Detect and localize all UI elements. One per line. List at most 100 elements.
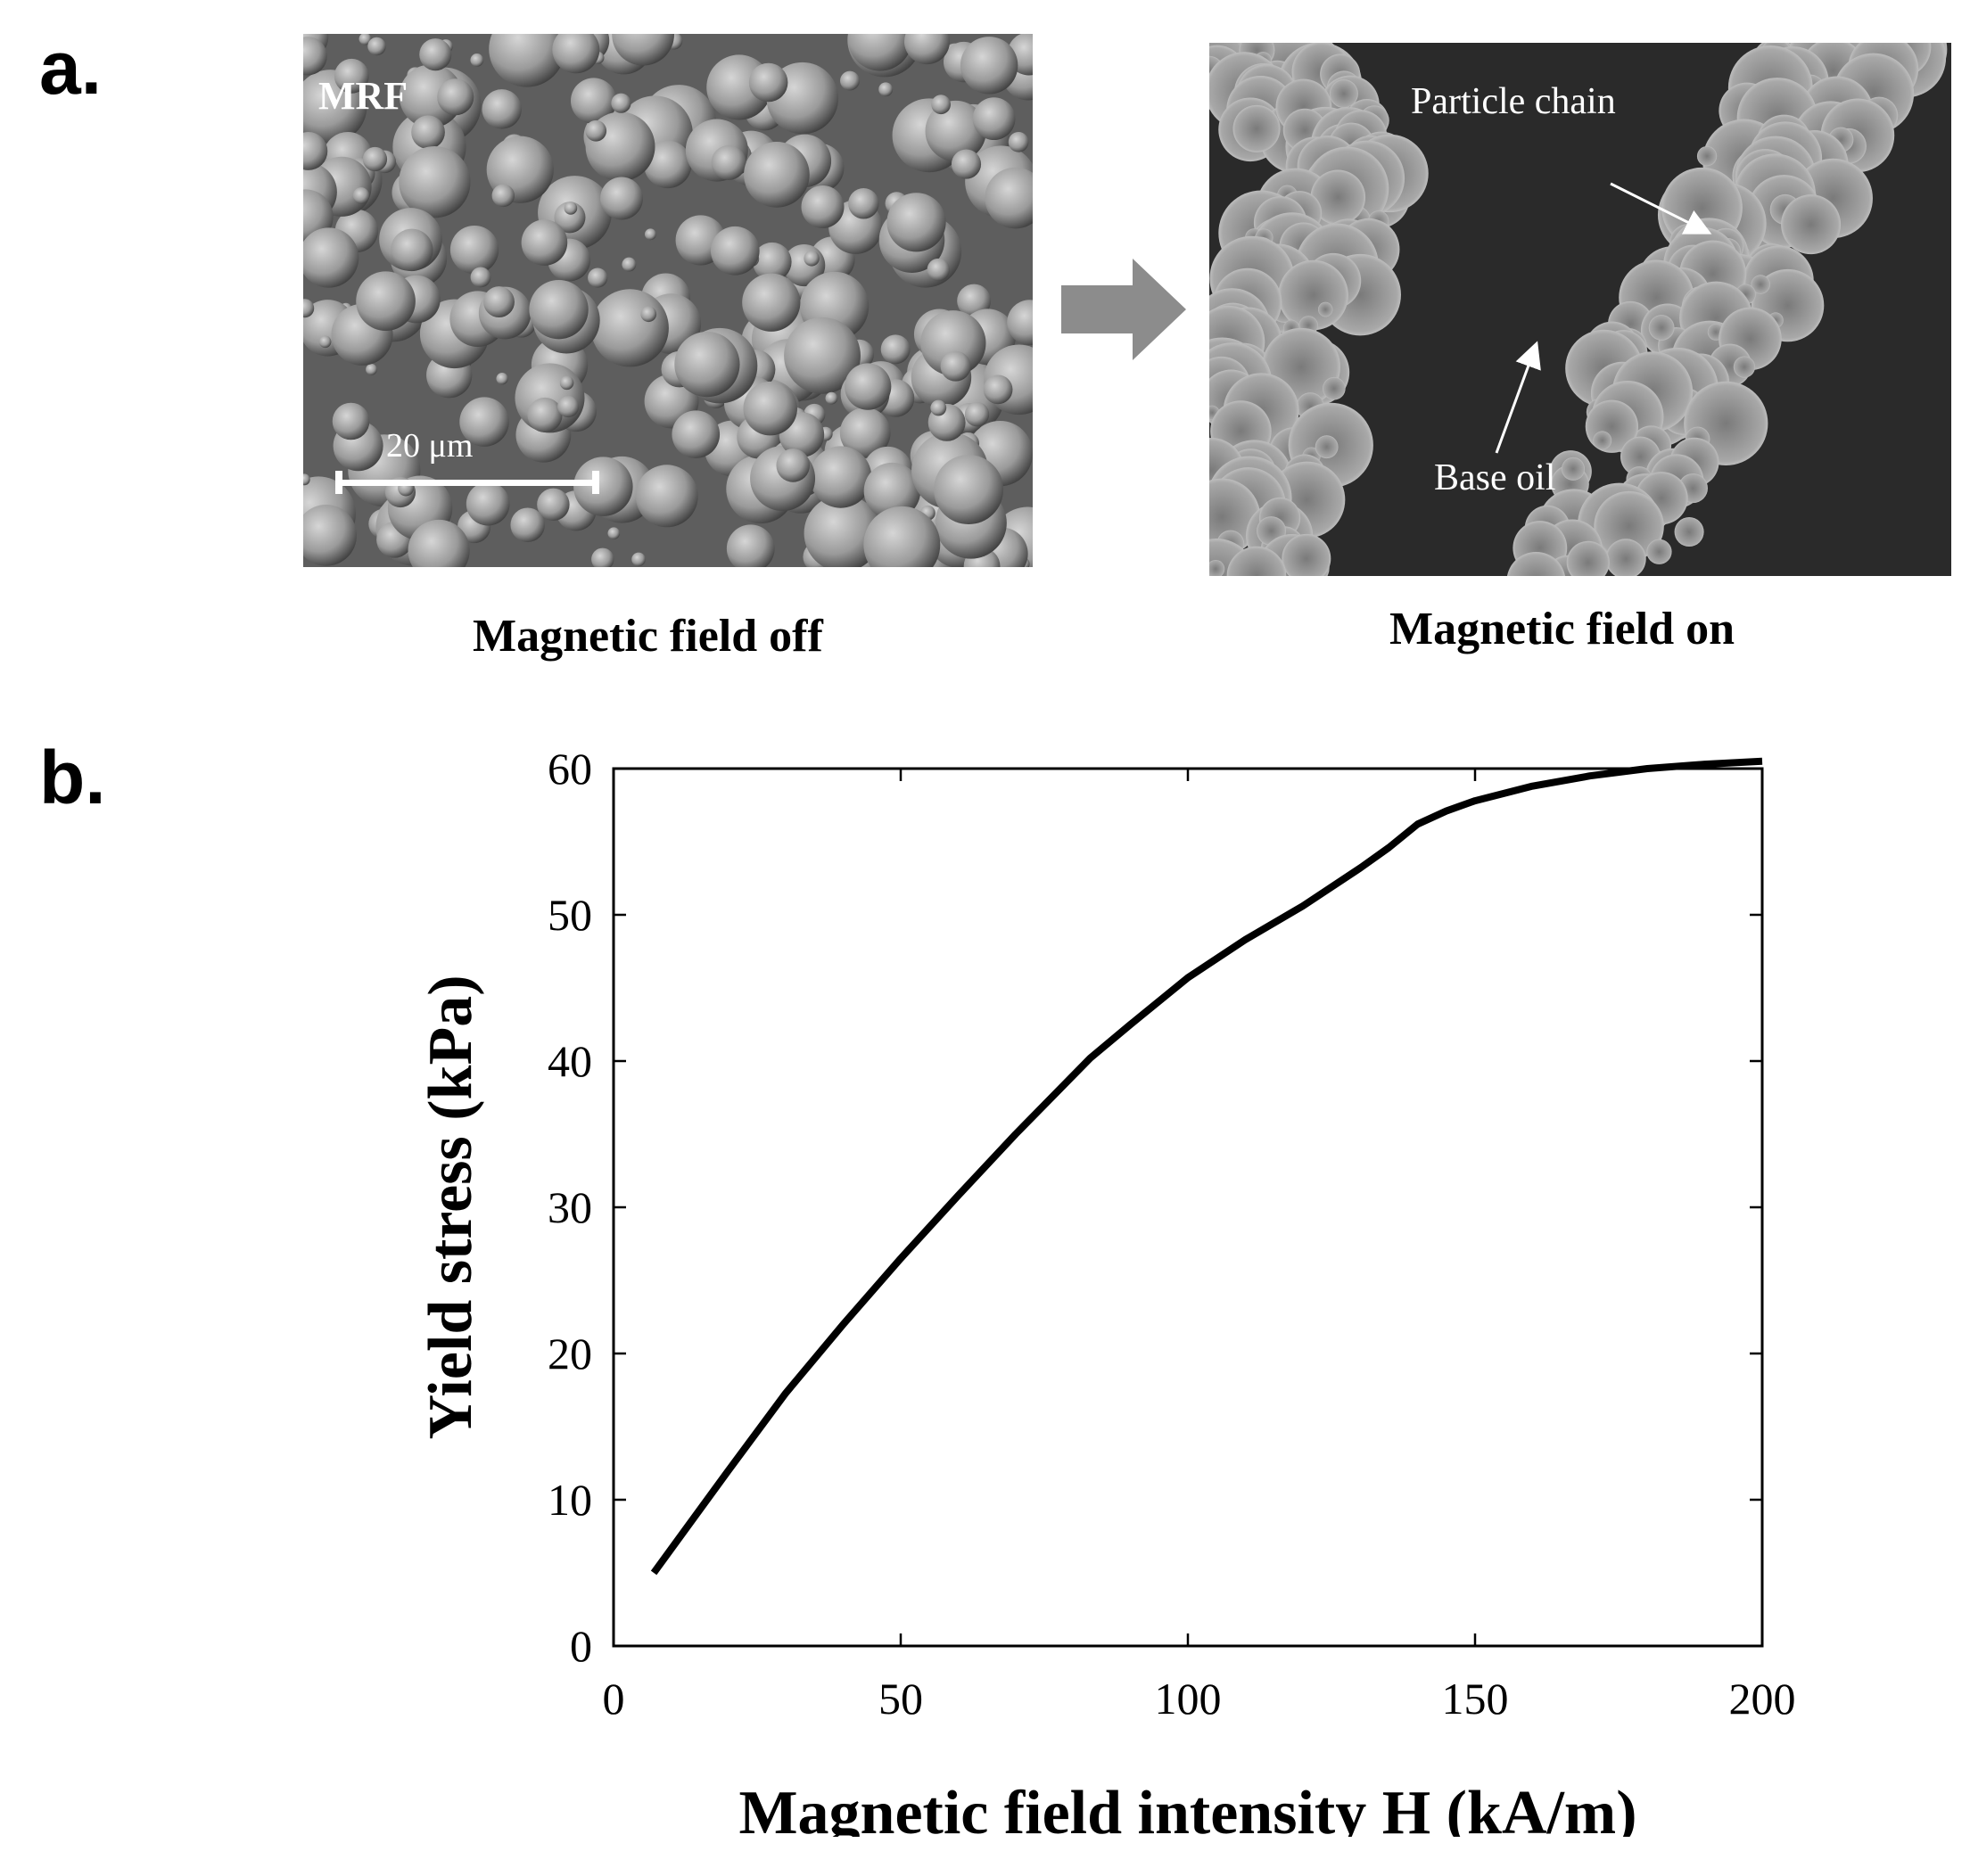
sem-image-field-on <box>1209 43 1951 576</box>
x-tick-label: 0 <box>603 1674 625 1724</box>
sem-chains-graphic <box>1209 43 1948 576</box>
particle <box>521 219 568 266</box>
particle <box>972 97 1016 141</box>
particle <box>951 149 982 179</box>
particle <box>1008 131 1029 152</box>
chain-particle <box>1781 194 1842 255</box>
chain-particle <box>1209 560 1225 576</box>
chain-particle <box>1317 301 1333 317</box>
particle <box>470 53 484 67</box>
plot-frame <box>612 767 1764 1648</box>
particle <box>957 284 992 318</box>
particle <box>825 391 838 405</box>
particle <box>848 188 879 219</box>
panel-a-letter: a. <box>39 26 103 110</box>
yield-stress-chart: 0 50 100 150 200 0 10 20 30 40 50 60 Magnetic field … <box>416 744 1796 1837</box>
chain-particle <box>1282 533 1331 576</box>
particle <box>674 331 740 398</box>
panel-b-letter: b. <box>39 736 106 819</box>
particle <box>491 184 515 208</box>
scale-bar-left-tick <box>335 471 342 494</box>
particle <box>744 142 810 208</box>
chain-particle <box>1751 275 1770 294</box>
base-oil-pointer <box>1495 341 1541 454</box>
particle <box>352 187 370 204</box>
particle <box>930 399 947 416</box>
y-tick-label: 50 <box>548 890 592 940</box>
particle-chain-label: Particle chain <box>1411 81 1616 122</box>
particle <box>334 58 369 94</box>
particle <box>863 506 941 567</box>
particle <box>303 37 327 76</box>
particle <box>804 494 882 567</box>
particle <box>303 131 328 170</box>
particle <box>590 289 669 367</box>
particle <box>437 78 474 116</box>
scale-bar-right-tick <box>592 471 599 494</box>
chain-particle <box>1594 490 1664 562</box>
x-tick-label: 200 <box>1729 1674 1796 1724</box>
particle <box>985 167 1033 229</box>
chain-particle <box>1329 79 1358 109</box>
particle <box>466 481 510 526</box>
particle <box>303 473 310 486</box>
particle <box>449 225 499 275</box>
particle <box>983 374 1013 405</box>
particle <box>356 271 416 332</box>
particle <box>886 193 946 252</box>
particle <box>510 507 545 542</box>
particle <box>640 306 657 323</box>
particle <box>303 227 359 288</box>
particle <box>927 258 950 282</box>
y-tick-label: 10 <box>548 1475 592 1525</box>
chain-particle <box>1310 169 1366 226</box>
chain-particle <box>1566 540 1610 576</box>
particle <box>537 488 570 522</box>
y-tick-label: 60 <box>548 744 592 794</box>
particle <box>303 299 315 318</box>
particle <box>573 457 633 516</box>
particle <box>496 373 508 385</box>
particle <box>710 226 760 276</box>
particle <box>726 524 775 567</box>
particle <box>748 62 788 103</box>
scale-bar-line <box>335 480 599 486</box>
particle <box>784 317 861 394</box>
particle <box>611 93 631 113</box>
particle <box>643 140 692 189</box>
chain-particle <box>1674 517 1704 547</box>
chain-particle <box>1232 104 1281 152</box>
particle <box>776 448 811 482</box>
particle <box>845 363 892 410</box>
particle <box>801 185 845 228</box>
chain-particle <box>1506 551 1565 576</box>
particle <box>588 267 608 288</box>
particle <box>419 38 452 71</box>
x-axis-label: Magnetic field intensity H (kA/m) <box>738 1779 1636 1837</box>
particle <box>391 228 433 272</box>
particle <box>863 462 921 520</box>
y-tick-label: 20 <box>548 1329 592 1378</box>
particle <box>804 251 820 267</box>
mrf-label: MRF <box>318 74 408 118</box>
chain-particle <box>1696 145 1718 167</box>
x-tick-label: 100 <box>1155 1674 1222 1724</box>
particle <box>367 37 386 56</box>
particle <box>570 78 617 124</box>
particle <box>359 34 372 45</box>
particle <box>934 455 1004 525</box>
base-oil-label: Base oil <box>1434 457 1556 498</box>
particle <box>920 310 986 376</box>
particle <box>366 363 377 375</box>
y-tick-label: 30 <box>548 1182 592 1232</box>
particle <box>483 286 515 318</box>
sem-particles-graphic <box>303 34 1033 567</box>
particle <box>557 396 580 418</box>
scale-bar <box>335 471 599 494</box>
particle <box>607 527 621 539</box>
particle <box>362 146 388 172</box>
particle <box>848 34 912 71</box>
y-tick-label: 0 <box>570 1621 592 1671</box>
chain-particle <box>1646 539 1672 564</box>
particle <box>318 335 332 349</box>
